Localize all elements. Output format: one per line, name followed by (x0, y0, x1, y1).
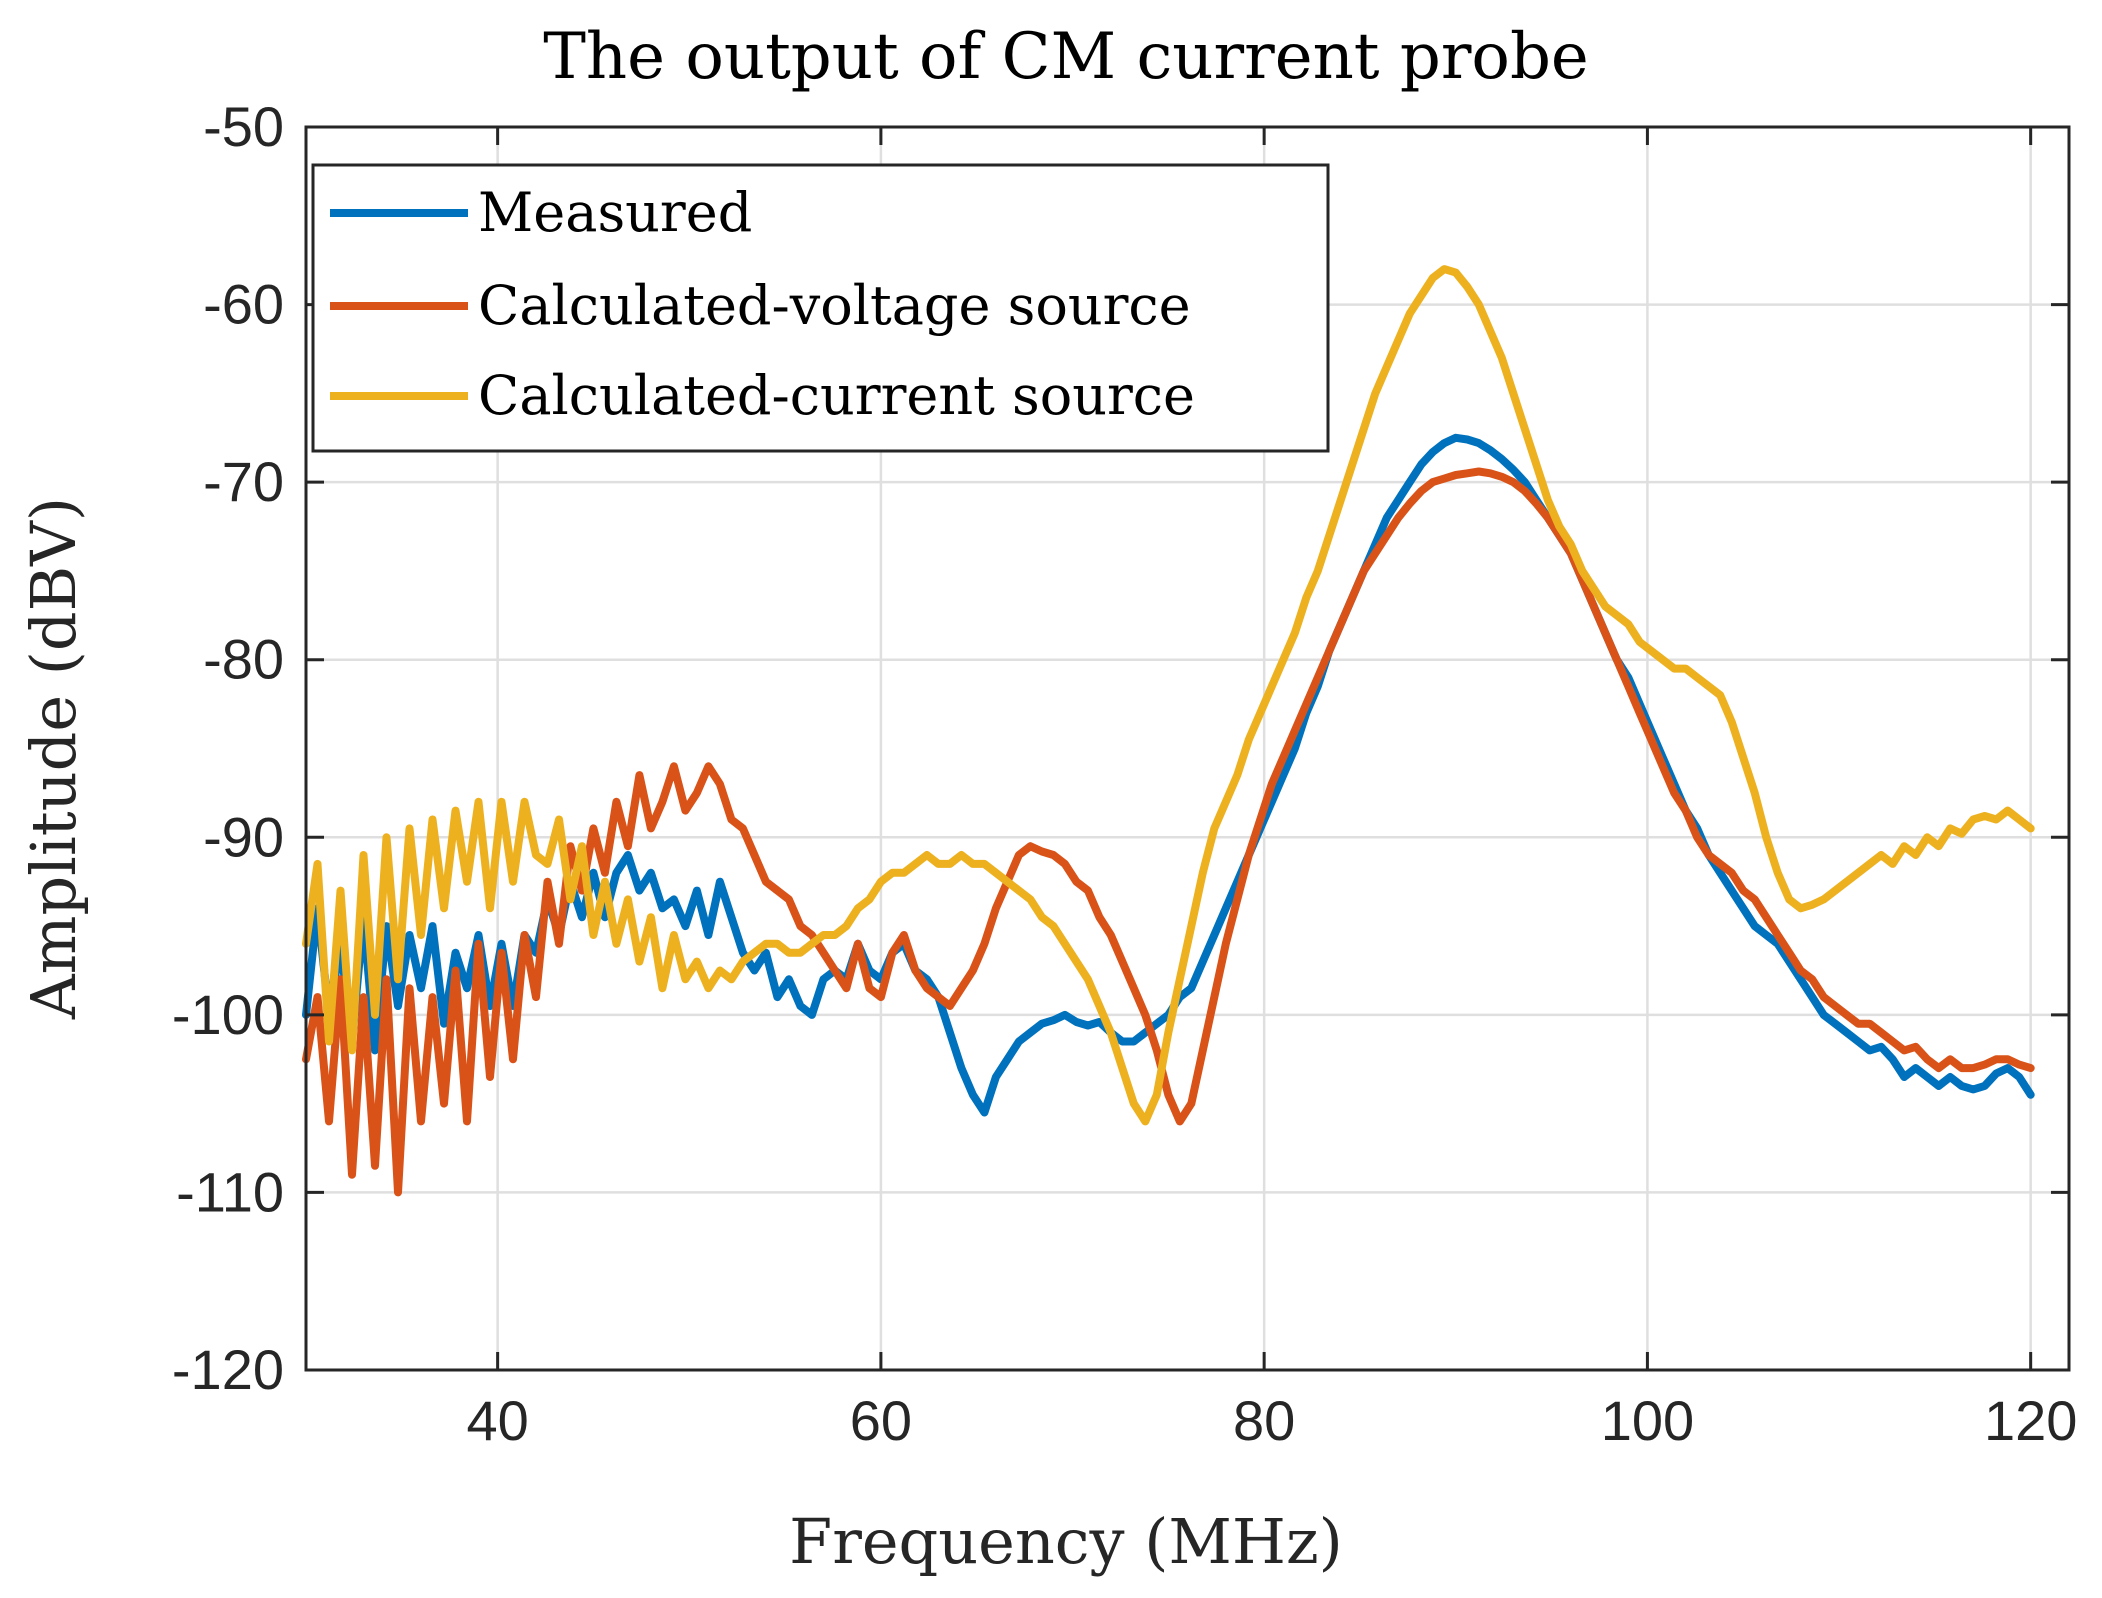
legend-label: Measured (478, 181, 752, 244)
legend-label: Calculated-voltage source (478, 274, 1191, 337)
x-tick-label: 60 (850, 1389, 912, 1452)
plot-area-frame (304, 125, 2071, 1372)
y-tick-label: -50 (203, 95, 284, 158)
y-tick-label: -120 (172, 1338, 284, 1401)
x-tick-label: 80 (1233, 1389, 1295, 1452)
y-tick-label: -70 (203, 450, 284, 513)
x-tick-label: 100 (1601, 1389, 1694, 1452)
legend: Measured Calculated-voltage source Calcula… (311, 163, 1330, 453)
chart-title: The output of CM current probe (543, 20, 1589, 94)
y-tick-label: -90 (203, 805, 284, 868)
y-ticks: -50 -60 -70 -80 -90 -100 -110 -120 (172, 95, 2069, 1401)
legend-label: Calculated-current source (478, 364, 1195, 427)
y-tick-label: -110 (176, 1160, 284, 1223)
x-ticks: 40 60 80 100 120 (466, 127, 2077, 1452)
x-tick-label: 40 (466, 1389, 528, 1452)
legend-box (311, 163, 1330, 453)
series-line-calculated-current-source (302, 265, 2035, 1126)
y-tick-label: -100 (172, 983, 284, 1046)
series-line-calculated-voltage-source (302, 467, 2035, 1197)
y-tick-label: -80 (203, 628, 284, 691)
y-tick-label: -60 (203, 273, 284, 336)
series-layer (302, 265, 2035, 1197)
y-axis-label: Amplitude (dBV) (17, 497, 90, 1020)
x-axis-label: Frequency (MHz) (789, 1505, 1343, 1578)
x-tick-label: 120 (1984, 1389, 2077, 1452)
